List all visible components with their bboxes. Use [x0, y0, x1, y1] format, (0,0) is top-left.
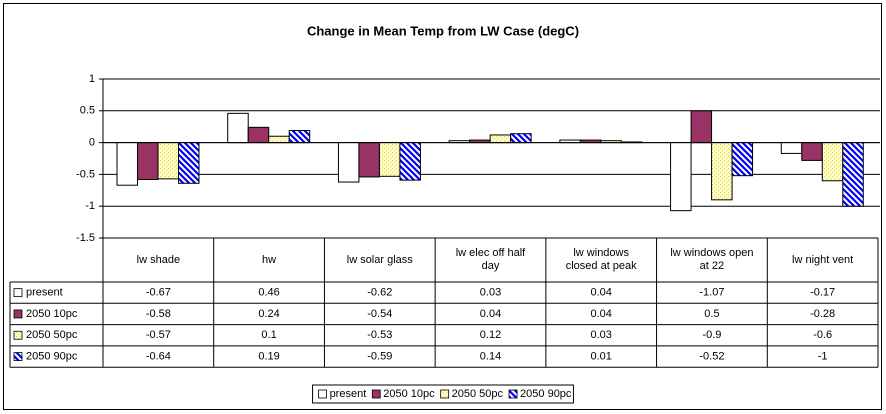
legend-label: present — [330, 388, 367, 400]
table-value: 0.5 — [704, 308, 719, 320]
bar — [711, 142, 733, 201]
category-text: lw elec off half day — [455, 247, 526, 272]
bar — [157, 142, 179, 180]
bar — [288, 130, 311, 144]
category-label: lw elec off half day — [435, 238, 546, 282]
legend-key — [13, 288, 23, 298]
table-value: -0.9 — [702, 329, 721, 341]
category-label: lw windows open at 22 — [657, 238, 768, 282]
category-label: hw — [214, 238, 325, 282]
table-header-cell: lw shade — [103, 238, 214, 282]
table-header-cell: lw elec off half day — [435, 238, 546, 282]
table-header-cell: lw night vent — [767, 238, 878, 282]
legend-border — [312, 384, 574, 404]
bar — [268, 135, 290, 144]
table-value: 0.14 — [480, 350, 501, 362]
bar — [137, 142, 159, 180]
y-tick-label: 1 — [89, 73, 95, 85]
legend: present 2050 10pc 2050 50pc 2050 90pc — [312, 384, 574, 404]
table-value: -0.28 — [810, 308, 835, 320]
legend-key — [318, 389, 327, 399]
legend-key — [440, 389, 450, 399]
table-value: -0.52 — [699, 350, 724, 362]
table-value: -0.6 — [813, 329, 832, 341]
legend-label: 2050 50pc — [452, 388, 504, 400]
y-tick-label: 0 — [89, 137, 95, 149]
category-label: lw shade — [103, 238, 214, 282]
table-value: -0.62 — [367, 287, 392, 299]
y-tick-label: -1 — [85, 200, 95, 212]
bar — [178, 142, 200, 184]
legend-key — [508, 389, 518, 399]
category-text: lw shade — [136, 253, 181, 266]
table-value: -1 — [818, 350, 828, 362]
table-value: 0.04 — [591, 287, 612, 299]
bar — [378, 142, 401, 177]
row-label: present — [26, 287, 63, 299]
legend-key — [13, 352, 23, 361]
bar — [489, 134, 512, 144]
table-value: -0.54 — [367, 308, 392, 320]
table-value: 0.24 — [258, 308, 279, 320]
table-value: -1.07 — [699, 287, 724, 299]
bar — [801, 142, 823, 161]
table-value: 0.03 — [480, 287, 501, 299]
category-text: lw windows open at 22 — [670, 247, 754, 272]
bar — [247, 126, 270, 144]
table-value: 0.1 — [261, 329, 276, 341]
table-value: -0.67 — [146, 287, 171, 299]
legend-key — [13, 330, 23, 340]
legend-key — [371, 389, 381, 399]
table-value: -0.64 — [146, 350, 171, 362]
bar — [731, 142, 754, 177]
legend-label: 2050 10pc — [383, 388, 435, 400]
row-label: 2050 10pc — [26, 308, 78, 320]
table-value: 0.19 — [258, 350, 279, 362]
legend-label: 2050 90pc — [520, 388, 572, 400]
table-value: -0.17 — [810, 287, 835, 299]
category-label: lw solar glass — [324, 238, 435, 282]
bar — [690, 110, 713, 144]
table-header-cell: lw solar glass — [324, 238, 435, 282]
table-value: 0.01 — [591, 350, 612, 362]
y-tick-label: -0.5 — [76, 168, 95, 180]
row-label: 2050 50pc — [26, 329, 78, 341]
table-value: -0.57 — [146, 329, 171, 341]
chart-title: Change in Mean Temp from LW Case (degC) — [307, 23, 579, 38]
bar — [510, 133, 532, 144]
y-tick-label: 0.5 — [80, 105, 95, 117]
table-header-cell: lw windows closed at peak — [546, 238, 657, 282]
category-text: lw solar glass — [346, 253, 413, 266]
table-value: -0.59 — [367, 350, 392, 362]
category-text: lw night vent — [792, 253, 854, 266]
table-value: -0.53 — [367, 329, 392, 341]
category-text: hw — [262, 253, 277, 266]
category-label: lw night vent — [767, 238, 878, 282]
bar — [337, 142, 360, 183]
table-header-cell: hw — [214, 238, 325, 282]
table-header-cell: lw windows open at 22 — [657, 238, 768, 282]
bar — [821, 142, 844, 182]
bar — [399, 142, 421, 181]
table-value: -0.58 — [146, 308, 171, 320]
table-value: 0.04 — [480, 308, 501, 320]
table-value: 0.03 — [591, 329, 612, 341]
category-text: lw windows closed at peak — [565, 247, 637, 272]
bar — [358, 142, 380, 178]
bar — [670, 142, 692, 212]
category-label: lw windows closed at peak — [546, 238, 657, 282]
legend-key — [13, 309, 23, 319]
table-value: 0.46 — [258, 287, 279, 299]
table-value: 0.12 — [480, 329, 501, 341]
bar — [116, 142, 138, 186]
bar — [780, 142, 803, 154]
table-value: 0.04 — [591, 308, 612, 320]
bar — [227, 112, 249, 144]
row-label: 2050 90pc — [26, 350, 78, 362]
y-tick-label: -1.5 — [76, 232, 95, 244]
bar — [842, 142, 864, 207]
